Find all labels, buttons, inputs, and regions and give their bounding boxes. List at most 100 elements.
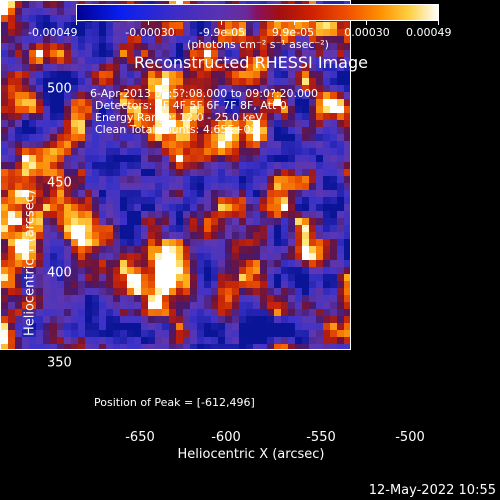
heatmap-cell <box>344 337 350 344</box>
heatmap-cell <box>85 162 92 169</box>
heatmap-cell <box>337 78 344 85</box>
heatmap-cell <box>330 302 337 309</box>
heatmap-cell <box>134 295 141 302</box>
heatmap-cell <box>71 309 78 316</box>
heatmap-cell <box>50 148 57 155</box>
heatmap-cell <box>344 50 350 57</box>
heatmap-cell <box>204 302 211 309</box>
heatmap-cell <box>190 176 197 183</box>
heatmap-cell <box>148 190 155 197</box>
heatmap-cell <box>50 134 57 141</box>
heatmap-cell <box>85 64 92 71</box>
heatmap-cell <box>8 281 15 288</box>
heatmap-cell <box>316 120 323 127</box>
heatmap-cell <box>71 148 78 155</box>
heatmap-cell <box>183 176 190 183</box>
heatmap-cell <box>267 218 274 225</box>
heatmap-cell <box>141 309 148 316</box>
heatmap-cell <box>211 148 218 155</box>
heatmap-cell <box>190 99 197 106</box>
heatmap-cell <box>29 330 36 337</box>
heatmap-cell <box>176 267 183 274</box>
heatmap-cell <box>281 22 288 29</box>
heatmap-cell <box>99 176 106 183</box>
heatmap-cell <box>204 323 211 330</box>
heatmap-cell <box>316 288 323 295</box>
heatmap-cell <box>232 99 239 106</box>
heatmap-cell <box>113 106 120 113</box>
heatmap-cell <box>218 232 225 239</box>
heatmap-cell <box>64 253 71 260</box>
heatmap-cell <box>15 302 22 309</box>
heatmap-cell <box>295 127 302 134</box>
heatmap-cell <box>29 71 36 78</box>
heatmap-cell <box>232 302 239 309</box>
heatmap-cell <box>57 183 64 190</box>
heatmap-cell <box>78 22 85 29</box>
heatmap-cell <box>183 232 190 239</box>
heatmap-cell <box>246 218 253 225</box>
colorbar-tick-label: -0.00030 <box>125 26 175 39</box>
heatmap-cell <box>176 260 183 267</box>
heatmap-cell <box>43 113 50 120</box>
heatmap-cell <box>78 295 85 302</box>
heatmap-cell <box>260 85 267 92</box>
heatmap-cell <box>337 232 344 239</box>
heatmap-cell <box>239 29 246 36</box>
heatmap-cell <box>274 92 281 99</box>
heatmap-cell <box>148 148 155 155</box>
heatmap-cell <box>141 78 148 85</box>
heatmap-cell <box>211 50 218 57</box>
heatmap-cell <box>92 197 99 204</box>
heatmap-cell <box>43 134 50 141</box>
heatmap-cell <box>239 337 246 344</box>
heatmap-cell <box>8 99 15 106</box>
heatmap-cell <box>309 43 316 50</box>
heatmap-cell <box>337 169 344 176</box>
heatmap-cell <box>22 78 29 85</box>
heatmap-cell <box>106 162 113 169</box>
heatmap-cell <box>337 57 344 64</box>
heatmap-cell <box>316 274 323 281</box>
heatmap-cell <box>8 162 15 169</box>
heatmap-cell <box>8 337 15 344</box>
heatmap-cell <box>50 169 57 176</box>
heatmap-cell <box>1 288 8 295</box>
heatmap-cell <box>232 92 239 99</box>
heatmap-cell <box>15 92 22 99</box>
heatmap-cell <box>197 274 204 281</box>
heatmap-cell <box>15 337 22 344</box>
heatmap-cell <box>260 120 267 127</box>
heatmap-cell <box>64 211 71 218</box>
heatmap-cell <box>127 204 134 211</box>
heatmap-cell <box>148 239 155 246</box>
heatmap-cell <box>225 218 232 225</box>
heatmap-cell <box>36 50 43 57</box>
heatmap-cell <box>302 232 309 239</box>
heatmap-cell <box>15 43 22 50</box>
heatmap-cell <box>127 22 134 29</box>
heatmap-cell <box>260 43 267 50</box>
heatmap-cell <box>253 29 260 36</box>
heatmap-cell <box>344 344 350 349</box>
heatmap-cell <box>57 169 64 176</box>
heatmap-cell <box>43 337 50 344</box>
heatmap-cell <box>1 197 8 204</box>
heatmap-cell <box>85 106 92 113</box>
heatmap-cell <box>267 302 274 309</box>
heatmap-cell <box>281 134 288 141</box>
heatmap-cell <box>155 197 162 204</box>
heatmap-cell <box>113 302 120 309</box>
heatmap-cell <box>71 43 78 50</box>
heatmap-cell <box>253 50 260 57</box>
heatmap-cell <box>43 50 50 57</box>
heatmap-cell <box>106 85 113 92</box>
heatmap-cell <box>43 64 50 71</box>
heatmap-cell <box>8 176 15 183</box>
heatmap-cell <box>225 281 232 288</box>
heatmap-cell <box>295 36 302 43</box>
heatmap-cell <box>197 64 204 71</box>
heatmap-cell <box>344 99 350 106</box>
heatmap-cell <box>197 218 204 225</box>
heatmap-cell <box>29 344 36 349</box>
